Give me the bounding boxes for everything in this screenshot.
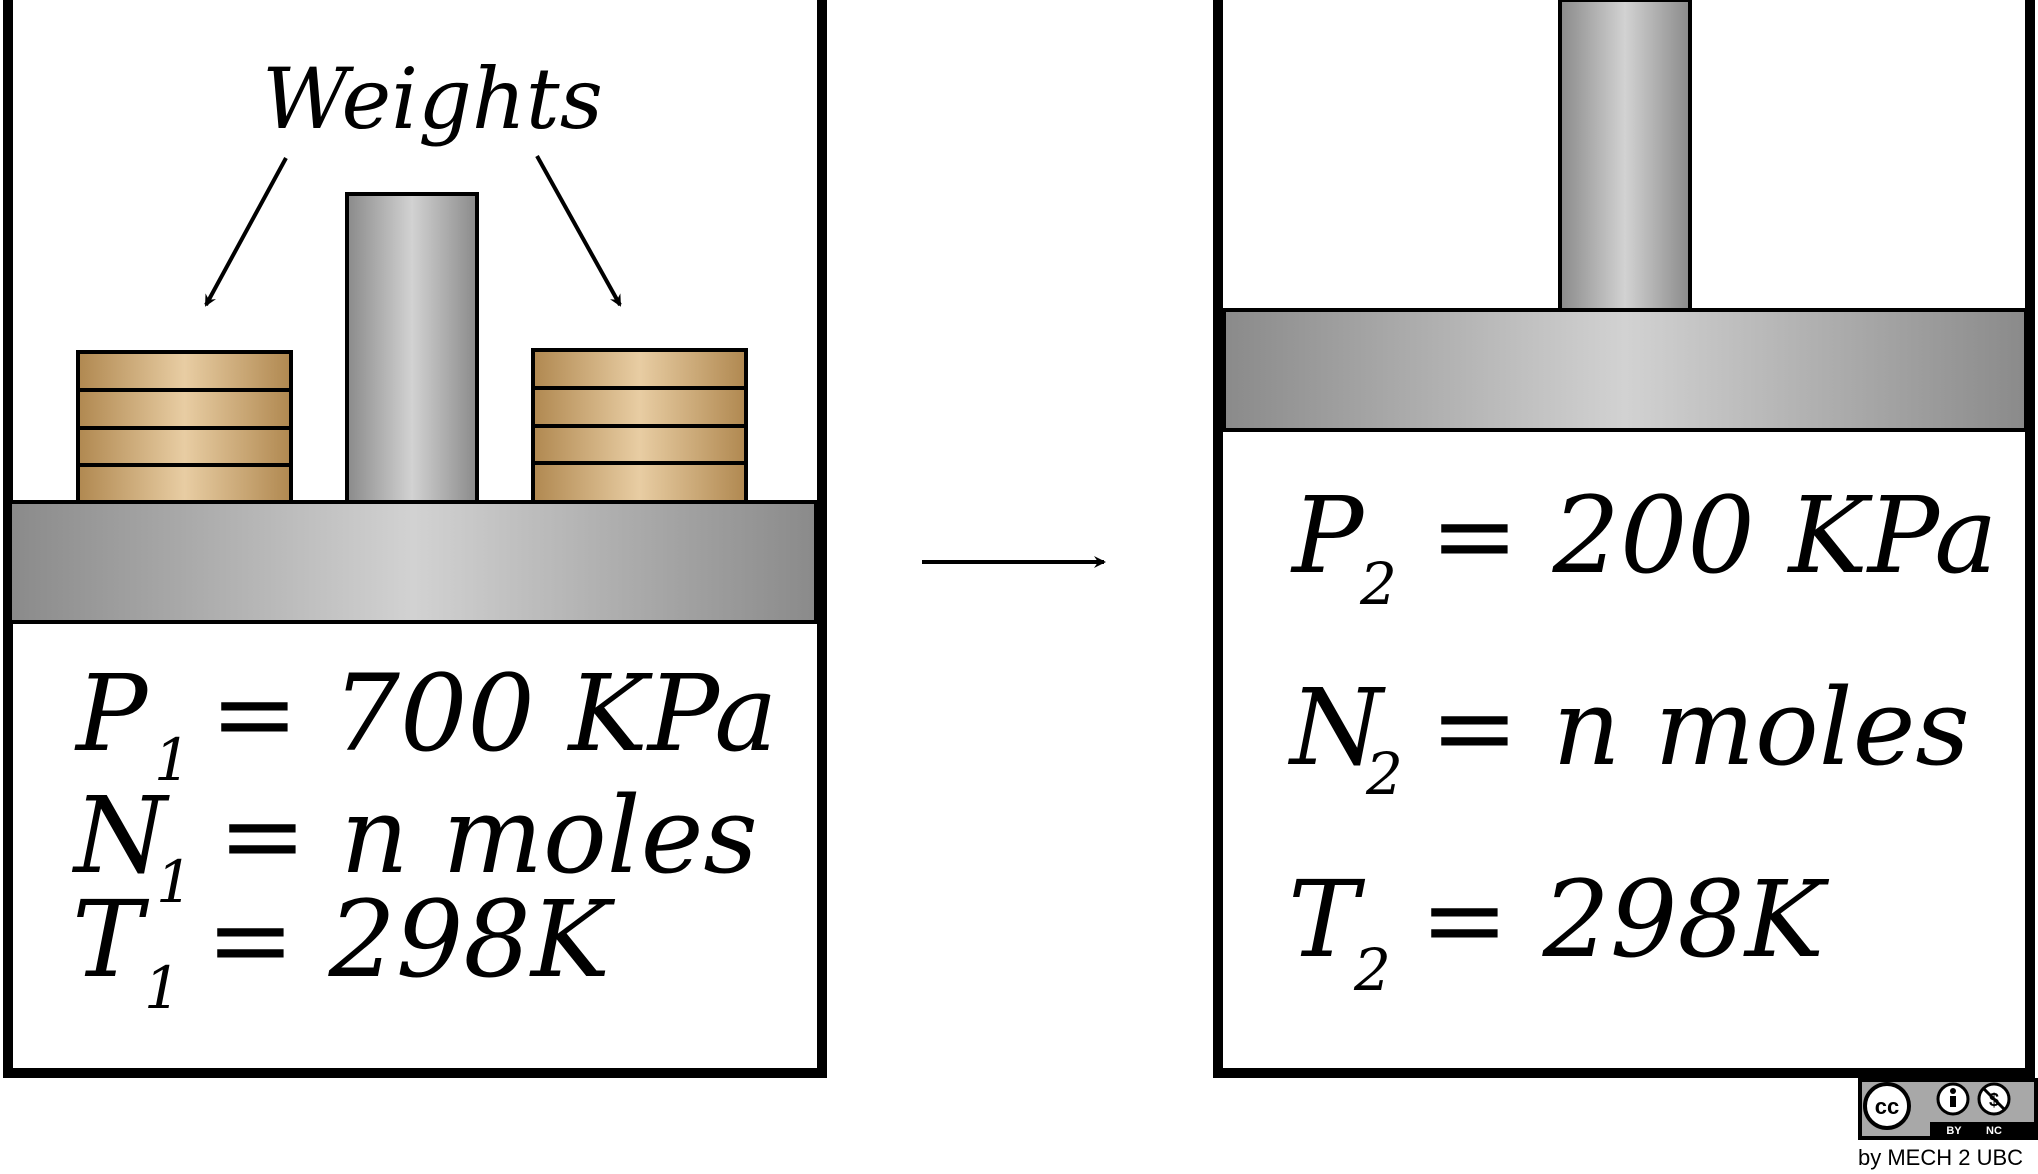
svg-text:= 298K: = 298K (206, 878, 616, 1001)
svg-text:= 700 KPa: = 700 KPa (210, 652, 777, 775)
svg-text:2: 2 (1353, 936, 1391, 1004)
by-person-icon (1936, 1082, 1970, 1116)
svg-text:T: T (72, 878, 150, 1001)
weights-arrow-right (535, 155, 622, 307)
svg-text:= 200 KPa: = 200 KPa (1430, 474, 1997, 597)
left-piston-plate (8, 500, 818, 624)
weights-label: Weights (262, 50, 603, 148)
svg-text:N: N (71, 774, 170, 897)
left-weight-stack (76, 350, 293, 504)
svg-text:P: P (1290, 474, 1365, 597)
svg-text:1: 1 (156, 848, 193, 916)
svg-text:BY: BY (1946, 1125, 1962, 1137)
svg-text:2: 2 (1359, 550, 1397, 618)
license-credit: by MECH 2 UBC (1858, 1145, 2023, 1170)
right-weight-stack (531, 348, 748, 504)
right-cylinder: P 2 = 200 KPa N 2 = n moles T 2 = 298K (1213, 0, 2035, 1078)
right-piston-plate (1222, 308, 2028, 432)
left-cylinder: Weights P 1 = 700 KPa N 1 = n moles T 1 … (3, 0, 827, 1078)
svg-text:2: 2 (1365, 740, 1403, 808)
cc-license-badge: cc $ BY NC by MECH 2 UBC (1858, 1078, 2038, 1170)
right-cylinder-wall (1213, 0, 2035, 1078)
svg-text:1: 1 (154, 726, 191, 794)
state-1-pressure: P 1 = 700 KPa (74, 652, 777, 794)
right-piston-rod (1558, 0, 1692, 312)
svg-text:T: T (1288, 858, 1366, 981)
left-piston-rod (345, 192, 479, 504)
svg-text:= n moles: = n moles (218, 774, 758, 897)
svg-text:P: P (74, 652, 149, 775)
svg-text:= n moles: = n moles (1430, 666, 1970, 789)
svg-text:cc: cc (1875, 1094, 1899, 1119)
state-2-moles: N 2 = n moles (1287, 666, 1970, 808)
state-1-moles: N 1 = n moles (71, 774, 758, 916)
weights-arrow-left (204, 157, 288, 307)
svg-text:N: N (1287, 666, 1386, 789)
state-1-temperature: T 1 = 298K (72, 878, 616, 1022)
state-2-temperature: T 2 = 298K (1288, 858, 1830, 1004)
svg-text:NC: NC (1986, 1125, 2002, 1137)
cc-icon: cc (1863, 1082, 1911, 1130)
state-2-pressure: P 2 = 200 KPa (1290, 474, 1997, 618)
svg-text:= 298K: = 298K (1420, 858, 1830, 981)
nc-dollar-icon: $ (1977, 1082, 2011, 1116)
svg-text:1: 1 (144, 954, 181, 1022)
